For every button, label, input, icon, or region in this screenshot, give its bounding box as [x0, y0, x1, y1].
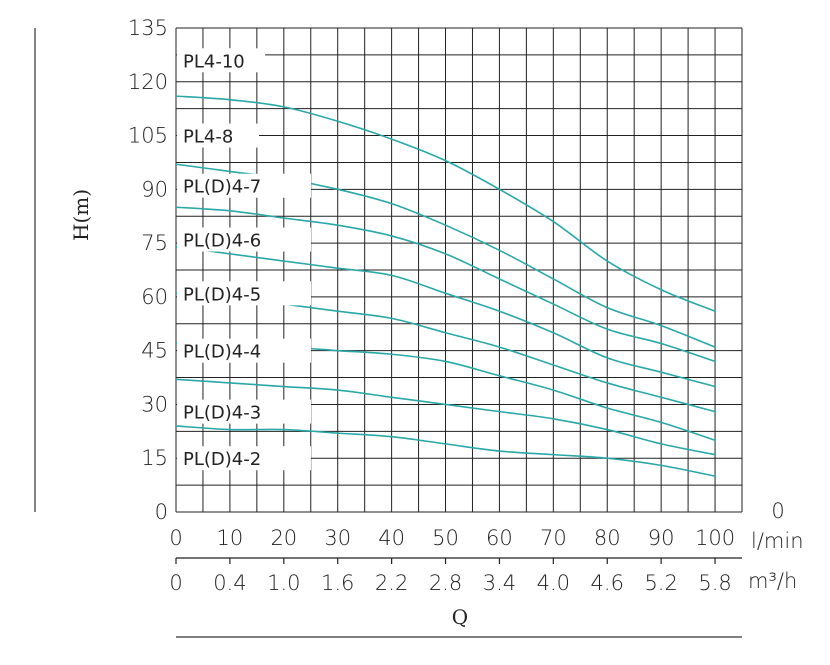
x-tick-label: 60 — [486, 526, 513, 550]
series-line-3 — [175, 245, 716, 388]
series-line-6 — [175, 378, 716, 456]
curve-label-bg — [177, 227, 311, 252]
y-tick-label: 30 — [141, 392, 168, 416]
x-tick-label: 20 — [270, 526, 297, 550]
x-tick-label: 0 — [169, 526, 182, 550]
y-tick-label: 105 — [128, 124, 168, 148]
curve-label-bg — [177, 399, 311, 424]
curve-label-2: PL(D)4-7 — [183, 177, 261, 198]
axes: 0 15 30 45 60 75 90 105 120 135 0 10 20 30 40 50 60 70 80 9… — [128, 16, 742, 595]
curve-label-bg — [177, 446, 311, 471]
y-tick-label: 0 — [155, 500, 168, 524]
x2-tick-label: 1.6 — [321, 571, 354, 595]
x-axis-title: Q — [452, 605, 468, 629]
curve-label-bg — [177, 123, 259, 148]
grid — [175, 27, 743, 513]
y-tick-label: 75 — [141, 231, 168, 255]
curve-label-bg — [177, 48, 265, 73]
x-tick-label: 90 — [648, 526, 675, 550]
x2-tick-label: 2.2 — [375, 571, 408, 595]
series-line-2 — [175, 206, 716, 363]
x2-tick-label: 3.4 — [483, 571, 516, 595]
y-axis-title: H(m) — [69, 189, 93, 241]
curve-label-5: PL(D)4-4 — [183, 342, 261, 363]
x2-tick-label: 1.0 — [267, 571, 300, 595]
x2-tick-label: 4.6 — [591, 571, 624, 595]
curve-label-bg — [177, 338, 311, 363]
x-tick-label: 80 — [594, 526, 621, 550]
y-tick-label: 120 — [128, 70, 168, 94]
x2-tick-label: 2.8 — [429, 571, 462, 595]
curve-label-0: PL4-10 — [183, 51, 245, 72]
y-tick-label: 15 — [141, 446, 168, 470]
x2-tick-label: 0 — [169, 571, 182, 595]
curve-label-7: PL(D)4-2 — [183, 449, 261, 470]
curve-label-6: PL(D)4-3 — [183, 403, 261, 424]
curve-labels: PL4-10 PL4-8 PL(D)4-7 PL(D)4-6 PL(D)4-5 PL(D)… — [177, 48, 311, 471]
y-tick-label: 135 — [128, 16, 168, 40]
x2-tick-label: 0.4 — [213, 571, 246, 595]
x-tick-label: 10 — [217, 526, 244, 550]
curves — [175, 95, 716, 477]
series-line-0 — [175, 95, 716, 312]
y-tick-label: 45 — [141, 339, 168, 363]
curve-label-bg — [177, 173, 311, 198]
x-tick-label: 40 — [378, 526, 405, 550]
curve-label-1: PL4-8 — [183, 127, 233, 148]
y-tick-label: 60 — [141, 285, 168, 309]
x-unit-label: l/min — [751, 529, 804, 553]
x-tick-label: 100 — [695, 526, 735, 550]
x2-unit-label: m³/h — [748, 569, 797, 593]
x-end-label: 0 — [771, 499, 784, 523]
x-tick-label: 30 — [324, 526, 351, 550]
curve-label-4: PL(D)4-5 — [183, 284, 261, 305]
x-tick-label: 70 — [540, 526, 567, 550]
y-tick-label: 90 — [141, 177, 168, 201]
x2-tick-label: 5.2 — [644, 571, 677, 595]
x2-tick-label: 5.8 — [698, 571, 731, 595]
x-tick-label: 50 — [432, 526, 459, 550]
series-line-7 — [175, 425, 716, 477]
x2-tick-label: 4.0 — [537, 571, 570, 595]
curve-label-bg — [177, 281, 311, 306]
curve-label-3: PL(D)4-6 — [183, 231, 261, 252]
